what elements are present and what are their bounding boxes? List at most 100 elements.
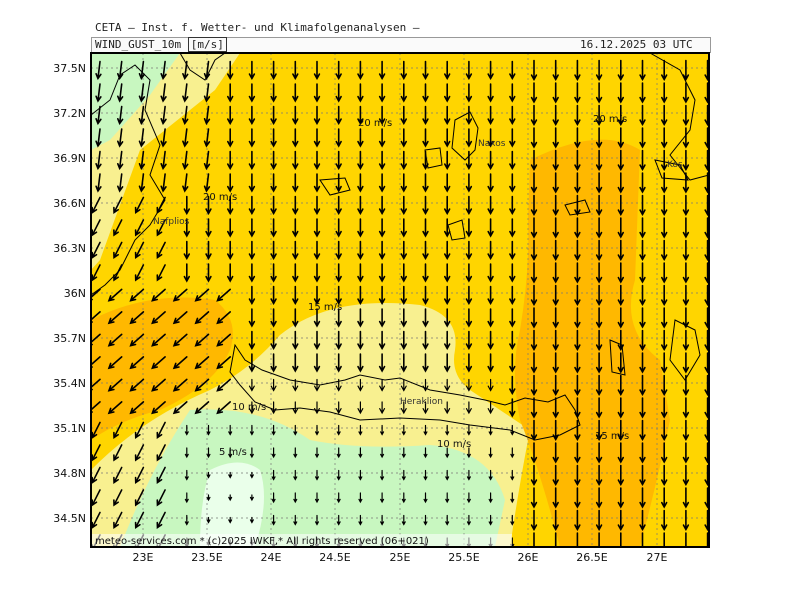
wind-arrow: [358, 492, 363, 504]
wind-arrow: [335, 353, 342, 373]
wind-arrow: [617, 194, 624, 217]
band-20-25-west: [91, 297, 233, 440]
wind-arrow: [595, 487, 603, 509]
wind-arrow: [313, 285, 321, 306]
karpathos-coast: [609, 339, 626, 376]
wind-arrow: [248, 218, 256, 238]
wind-arrow: [216, 378, 231, 392]
wind-arrow: [134, 466, 145, 485]
wind-arrow: [465, 60, 473, 81]
wind-arrow: [216, 288, 231, 302]
wind-arrow: [704, 59, 709, 82]
wind-arrow: [617, 239, 624, 262]
wind-arrow: [203, 60, 211, 81]
wind-arrow: [509, 83, 516, 103]
wind-arrow: [444, 83, 451, 103]
wind-arrow: [595, 284, 603, 307]
wind-arrow: [336, 447, 341, 459]
wind-arrow: [574, 532, 581, 547]
wind-arrow: [422, 308, 429, 328]
wind-arrow: [182, 128, 189, 148]
wind-arrow: [661, 284, 668, 307]
wind-arrow: [91, 333, 101, 346]
wind-arrow: [227, 195, 234, 216]
wind-arrow: [205, 195, 212, 216]
wind-arrow: [661, 352, 668, 374]
wind-arrow: [401, 424, 406, 436]
wind-arrow: [91, 466, 101, 485]
wind-arrow: [380, 514, 385, 526]
wind-arrow: [205, 263, 212, 283]
wind-arrow: [335, 83, 342, 103]
wind-arrow: [422, 195, 429, 216]
wind-arrow: [160, 150, 167, 171]
wind-arrow: [292, 173, 299, 193]
wind-arrow: [117, 60, 124, 81]
wind-arrow: [357, 195, 364, 216]
wind-arrow: [487, 378, 494, 392]
wind-arrow: [203, 150, 211, 171]
map-frame: [90, 52, 710, 548]
wind-arrow: [117, 173, 124, 193]
wind-arrow: [400, 240, 407, 261]
lon-tick-label: 26E: [518, 551, 539, 564]
wind-arrow: [682, 82, 690, 104]
wind-arrow: [530, 419, 538, 442]
wind-arrow: [293, 469, 298, 481]
wind-arrow: [574, 464, 581, 487]
wind-arrow: [292, 240, 299, 261]
wind-arrow: [378, 308, 386, 328]
wind-arrow: [156, 444, 166, 462]
wind-arrow: [113, 196, 123, 215]
wind-arrow: [270, 263, 277, 283]
wind-arrow: [228, 447, 233, 459]
wind-arrow: [194, 401, 210, 415]
wind-arrow: [552, 532, 559, 547]
wind-arrow: [358, 447, 363, 459]
wind-arrow: [530, 82, 538, 104]
wind-arrow: [530, 487, 538, 509]
wind-arrow: [113, 466, 123, 485]
wind-arrow: [422, 285, 429, 306]
wind-arrow: [552, 397, 559, 419]
longitude-axis: 23E 23.5E 24E 24.5E 25E 25.5E 26E 26.5E 27E: [133, 551, 668, 564]
wind-arrow: [509, 330, 516, 351]
wind-arrow: [445, 424, 450, 436]
wind-arrow: [639, 104, 646, 127]
crete-coast: [229, 343, 581, 441]
wind-arrow: [639, 82, 646, 104]
variable-label: WIND_GUST_10m [m/s]: [95, 37, 227, 52]
wind-arrow: [227, 263, 234, 283]
wind-arrow: [184, 447, 189, 459]
wind-arrow: [91, 511, 101, 530]
wind-arrow: [682, 262, 690, 284]
wind-arrow: [151, 311, 166, 325]
wind-arrow: [661, 59, 668, 82]
wind-arrow: [422, 173, 429, 193]
wind-arrow: [487, 128, 494, 148]
lon-tick-label: 26.5E: [576, 551, 607, 564]
lat-tick-label: 37.5N: [53, 62, 86, 75]
paros-coast: [424, 147, 443, 169]
wind-arrow: [228, 494, 233, 502]
wind-arrow: [445, 447, 450, 459]
wind-arrow: [271, 514, 276, 526]
wind-arrow: [400, 308, 407, 328]
lon-tick-label: 27E: [647, 551, 668, 564]
wind-arrow: [335, 285, 342, 306]
wind-arrow: [574, 239, 581, 262]
wind-arrow: [194, 378, 210, 392]
wind-arrow: [270, 353, 277, 373]
wind-arrow: [682, 419, 690, 442]
wind-arrow: [487, 173, 494, 193]
wind-arrow: [183, 195, 190, 216]
wind-arrow: [617, 397, 624, 419]
wind-arrow: [313, 308, 321, 328]
wind-arrow: [617, 532, 624, 547]
wind-arrow: [423, 514, 428, 526]
wind-arrow: [682, 104, 690, 127]
wind-arrow: [216, 333, 231, 347]
wind-arrow: [107, 356, 123, 370]
wind-arrow: [530, 217, 538, 239]
wind-arrow: [574, 59, 581, 82]
